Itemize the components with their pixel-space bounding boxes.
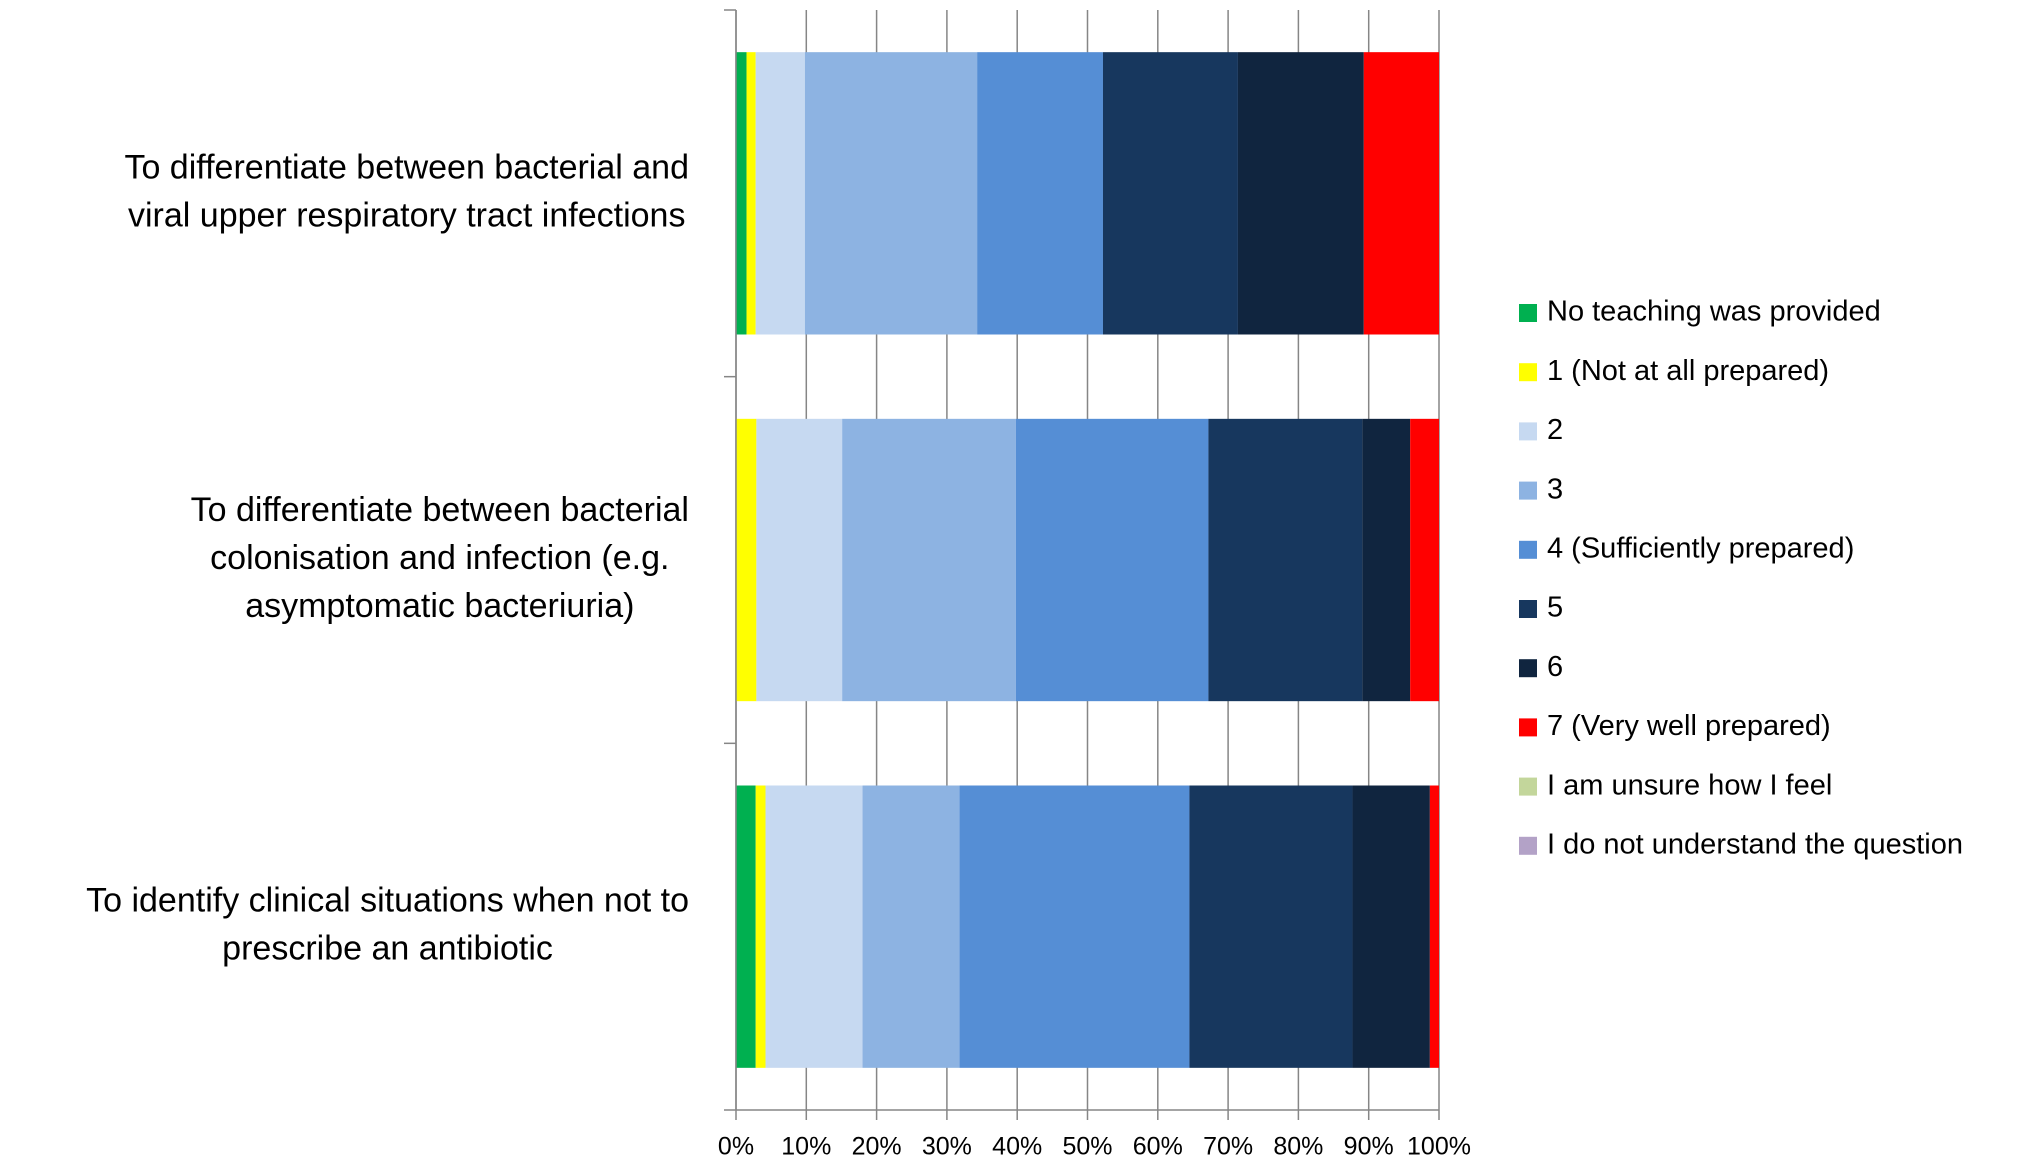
legend-swatch — [1519, 304, 1537, 322]
legend-label: 3 — [1547, 473, 1563, 505]
bar-segment — [1363, 52, 1439, 335]
bar-segment — [804, 52, 978, 335]
legend-label: 1 (Not at all prepared) — [1547, 355, 1829, 387]
category-label: To differentiate between bacterial — [191, 491, 689, 529]
legend-swatch — [1519, 481, 1537, 500]
bar-segment — [755, 785, 766, 1068]
x-tick-label: 0% — [718, 1133, 754, 1160]
legend-swatch — [1519, 540, 1537, 559]
legend-label: 7 (Very well prepared) — [1547, 710, 1831, 742]
bar-segment — [842, 418, 1016, 702]
legend-swatch — [1519, 777, 1537, 796]
bar-segment — [736, 52, 747, 335]
legend-label: 5 — [1547, 592, 1563, 624]
bar-segment — [1352, 785, 1430, 1068]
x-tick-label: 30% — [922, 1133, 972, 1160]
bar-segment — [862, 785, 960, 1068]
x-tick-label: 20% — [852, 1133, 902, 1160]
legend-label: I do not understand the question — [1547, 828, 1963, 860]
category-label: colonisation and infection (e.g. — [210, 539, 669, 577]
legend-swatch — [1519, 718, 1537, 737]
legend-swatch — [1519, 659, 1537, 678]
x-tick-label: 100% — [1407, 1133, 1471, 1160]
legend-label: 6 — [1547, 651, 1563, 683]
bar-segment — [746, 52, 756, 335]
x-tick-label: 80% — [1273, 1133, 1323, 1160]
x-tick-label: 70% — [1203, 1133, 1253, 1160]
bar-segment — [736, 418, 757, 702]
bar-segment — [959, 785, 1190, 1068]
category-label: To differentiate between bacterial and — [124, 148, 689, 186]
category-label: viral upper respiratory tract infections — [128, 196, 685, 234]
legend-label: 2 — [1547, 414, 1563, 446]
x-tick-label: 90% — [1344, 1133, 1394, 1160]
bar-segment — [756, 418, 843, 702]
legend-swatch — [1519, 600, 1537, 618]
bar-segment — [1429, 785, 1439, 1068]
category-label: asymptomatic bacteriuria) — [245, 587, 634, 625]
legend-label: I am unsure how I feel — [1547, 769, 1832, 801]
bar-segment — [755, 52, 805, 335]
bar-segment — [1410, 418, 1439, 702]
bar-segment — [765, 785, 863, 1068]
legend-swatch — [1519, 836, 1537, 855]
x-tick-label: 60% — [1133, 1133, 1183, 1160]
x-tick-label: 40% — [992, 1133, 1042, 1160]
x-tick-label: 10% — [781, 1133, 831, 1160]
legend-label: 4 (Sufficiently prepared) — [1547, 532, 1854, 564]
bar-segment — [1015, 418, 1209, 702]
legend-swatch — [1519, 363, 1537, 382]
bar-segment — [1189, 785, 1353, 1068]
legend-label: No teaching was provided — [1547, 296, 1881, 328]
bar-segment — [1102, 52, 1238, 335]
x-tick-label: 50% — [1062, 1133, 1112, 1160]
category-label: prescribe an antibiotic — [222, 930, 553, 968]
category-label: To identify clinical situations when not… — [86, 882, 689, 920]
bar-segment — [1362, 418, 1411, 702]
bar-segment — [977, 52, 1103, 335]
bar-segment — [1237, 52, 1364, 335]
bar-segment — [1208, 418, 1363, 702]
legend-swatch — [1519, 422, 1537, 441]
bar-segment — [736, 785, 756, 1068]
